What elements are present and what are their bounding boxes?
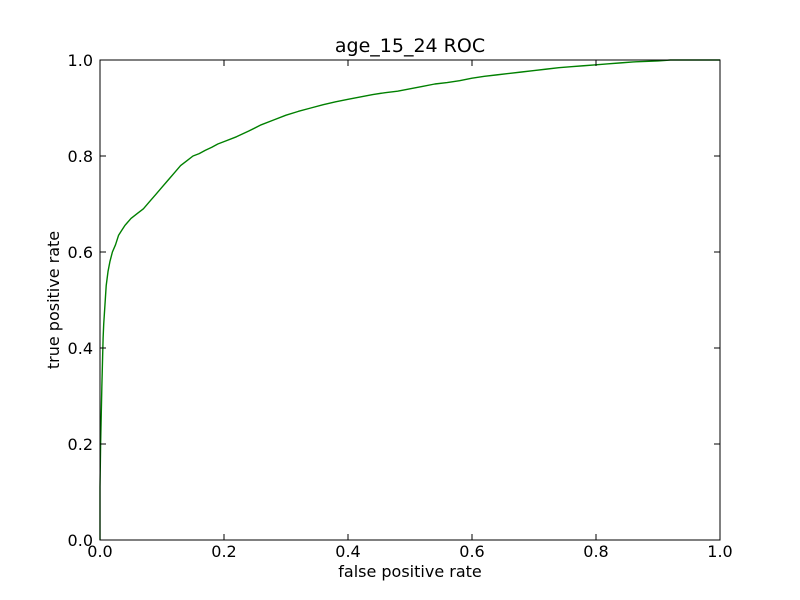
x-tick-label: 0.6	[459, 542, 484, 561]
x-axis-label: false positive rate	[338, 562, 482, 581]
y-tick-label: 1.0	[68, 51, 93, 70]
y-tick-label: 0.6	[68, 243, 93, 262]
y-tick-label: 0.8	[68, 147, 93, 166]
x-tick-label: 0.0	[87, 542, 112, 561]
x-tick-label: 0.2	[211, 542, 236, 561]
axes-frame	[99, 59, 721, 541]
x-tick-label: 1.0	[707, 542, 732, 561]
y-tick-label: 0.2	[68, 435, 93, 454]
roc-curve-line	[99, 59, 720, 540]
x-tick-label: 0.8	[583, 542, 608, 561]
y-tick-label: 0.4	[68, 339, 93, 358]
plot-area	[99, 59, 720, 540]
y-tick-label: 0.0	[68, 531, 93, 550]
chart-title: age_15_24 ROC	[335, 35, 485, 57]
y-axis-label: true positive rate	[44, 231, 63, 369]
axis-ticks: 0.0 0.2 0.4 0.6 0.8 1.0 0.0 0.2 0.4 0.6 0.8 1.0	[68, 51, 733, 561]
x-tick-label: 0.4	[335, 542, 360, 561]
